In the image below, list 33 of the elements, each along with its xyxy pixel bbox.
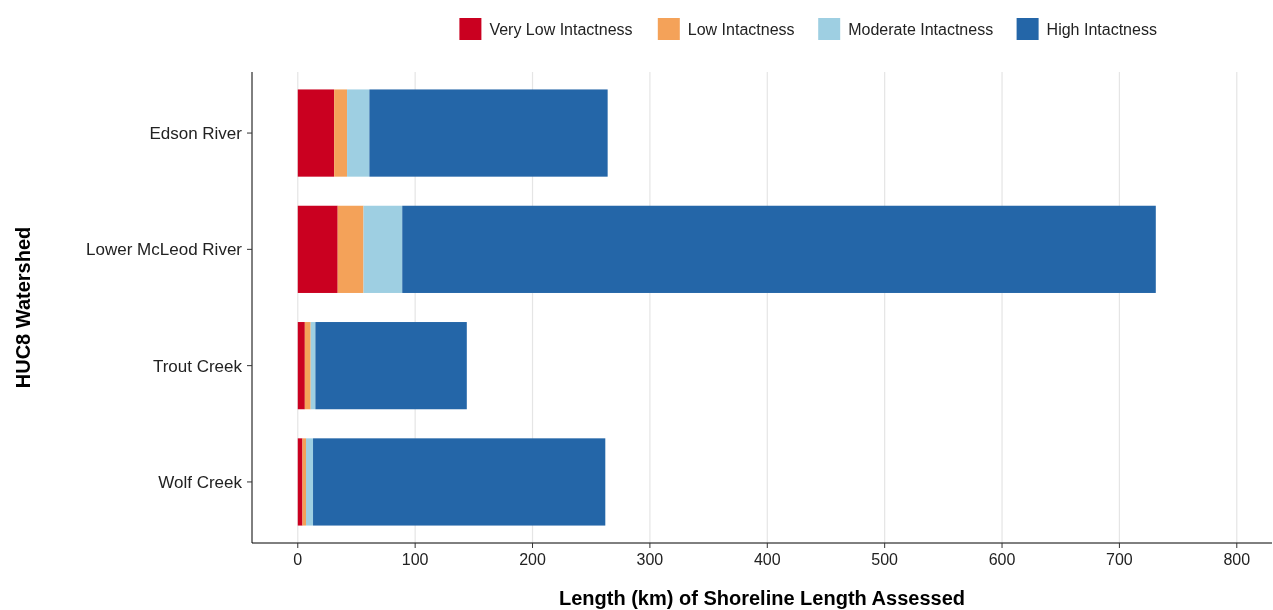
bar [297, 89, 335, 177]
bar [337, 205, 364, 293]
y-axis-title: HUC8 Watershed [12, 226, 34, 389]
bar [305, 438, 314, 526]
bar [313, 438, 606, 526]
x-tick-label: 700 [1106, 551, 1133, 568]
x-axis-title: Length (km) of Shoreline Length Assessed [559, 587, 965, 609]
x-tick-label: 0 [293, 551, 303, 568]
bar [402, 205, 1156, 293]
x-tick-label: 800 [1223, 551, 1251, 568]
y-tick-label: Edson River [149, 124, 243, 144]
x-tick-label: 100 [401, 551, 429, 568]
y-tick-label: Trout Creek [152, 356, 243, 376]
bar [315, 322, 467, 410]
bar [369, 89, 608, 177]
bar [304, 322, 311, 410]
bar [302, 438, 306, 526]
y-tick-label: Wolf Creek [158, 472, 243, 492]
bar [363, 205, 403, 293]
y-tick-label: Lower McLeod River [86, 240, 243, 260]
legend-label: Moderate Intactness [848, 20, 994, 38]
x-tick-label: 600 [988, 551, 1016, 568]
legend-label: Low Intactness [687, 20, 795, 38]
bar [297, 322, 305, 410]
legend-label: Very Low Intactness [489, 20, 633, 38]
bar [334, 89, 348, 177]
x-tick-label: 400 [753, 551, 781, 568]
x-tick-label: 200 [519, 551, 546, 568]
x-tick-label: 500 [871, 551, 899, 568]
x-tick-label: 300 [636, 551, 664, 568]
bar [347, 89, 370, 177]
bar [297, 205, 338, 293]
legend-label: High Intactness [1046, 20, 1157, 38]
